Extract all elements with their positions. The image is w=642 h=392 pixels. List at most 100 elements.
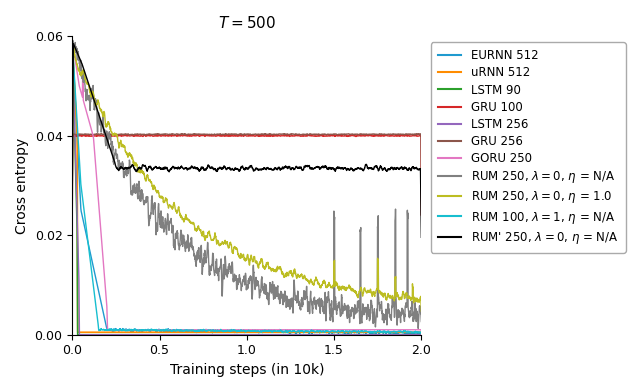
RUM 250, $\lambda = 0$, $\eta$ = 1.0: [229, 250, 237, 255]
Y-axis label: Cross entropy: Cross entropy: [15, 138, 29, 234]
Line: RUM 250, $\lambda = 0$, $\eta$ = N/A: RUM 250, $\lambda = 0$, $\eta$ = N/A: [73, 40, 421, 328]
GRU 256: [69, 212, 76, 217]
GRU 100: [417, 213, 425, 218]
EURNN 512: [69, 158, 76, 163]
LSTM 90: [74, 332, 82, 337]
RUM 100, $\lambda = 1$, $\eta$ = N/A: [408, 330, 415, 334]
RUM 250, $\lambda = 0$, $\eta$ = N/A: [408, 305, 415, 310]
EURNN 512: [229, 330, 237, 334]
RUM 250, $\lambda = 0$, $\eta$ = 1.0: [417, 309, 425, 314]
RUM 250, $\lambda = 0$, $\eta$ = 1.0: [343, 286, 351, 290]
Title: $T = 500$: $T = 500$: [218, 15, 276, 31]
LSTM 256: [229, 332, 237, 337]
uRNN 512: [87, 330, 94, 335]
GORU 250: [408, 327, 415, 332]
GRU 256: [417, 212, 425, 217]
GRU 100: [408, 134, 415, 138]
uRNN 512: [229, 330, 237, 335]
LSTM 90: [417, 332, 425, 337]
RUM' 250, $\lambda = 0$, $\eta$ = N/A: [69, 186, 76, 191]
Line: GRU 100: GRU 100: [73, 135, 421, 215]
GRU 256: [97, 131, 105, 136]
GRU 256: [238, 132, 246, 137]
RUM' 250, $\lambda = 0$, $\eta$ = N/A: [343, 167, 351, 171]
uRNN 512: [408, 330, 415, 335]
LSTM 256: [408, 332, 415, 337]
LSTM 90: [69, 45, 76, 50]
EURNN 512: [343, 330, 351, 335]
RUM 250, $\lambda = 0$, $\eta$ = N/A: [343, 316, 351, 321]
RUM 100, $\lambda = 1$, $\eta$ = N/A: [408, 330, 415, 335]
LSTM 256: [417, 332, 425, 337]
GORU 250: [87, 123, 94, 128]
RUM 100, $\lambda = 1$, $\eta$ = N/A: [229, 328, 237, 332]
LSTM 256: [76, 332, 83, 337]
GRU 100: [229, 133, 237, 138]
LSTM 90: [229, 332, 237, 337]
LSTM 90: [87, 332, 94, 337]
Line: LSTM 256: LSTM 256: [73, 47, 421, 335]
RUM 250, $\lambda = 0$, $\eta$ = N/A: [414, 326, 422, 331]
GRU 100: [86, 134, 94, 138]
LSTM 90: [408, 332, 415, 337]
RUM 100, $\lambda = 1$, $\eta$ = N/A: [69, 45, 76, 49]
Line: RUM 100, $\lambda = 1$, $\eta$ = N/A: RUM 100, $\lambda = 1$, $\eta$ = N/A: [73, 47, 421, 333]
RUM 250, $\lambda = 0$, $\eta$ = N/A: [408, 307, 415, 311]
RUM 100, $\lambda = 1$, $\eta$ = N/A: [69, 158, 76, 163]
Legend: EURNN 512, uRNN 512, LSTM 90, GRU 100, LSTM 256, GRU 256, GORU 250, RUM 250, $\l: EURNN 512, uRNN 512, LSTM 90, GRU 100, L…: [431, 42, 625, 253]
X-axis label: Training steps (in 10k): Training steps (in 10k): [169, 363, 324, 377]
GORU 250: [238, 327, 246, 332]
GORU 250: [69, 186, 76, 191]
EURNN 512: [87, 250, 94, 255]
RUM 250, $\lambda = 0$, $\eta$ = 1.0: [69, 187, 76, 192]
GRU 256: [408, 132, 415, 136]
Line: GORU 250: GORU 250: [73, 43, 421, 331]
RUM' 250, $\lambda = 0$, $\eta$ = N/A: [69, 41, 77, 46]
GRU 100: [343, 134, 351, 138]
RUM 250, $\lambda = 0$, $\eta$ = 1.0: [69, 43, 77, 47]
LSTM 256: [69, 45, 76, 50]
EURNN 512: [408, 330, 415, 335]
GORU 250: [408, 327, 415, 332]
LSTM 256: [69, 139, 76, 143]
RUM' 250, $\lambda = 0$, $\eta$ = N/A: [229, 167, 237, 172]
uRNN 512: [417, 331, 425, 336]
LSTM 256: [408, 332, 415, 337]
EURNN 512: [408, 330, 415, 335]
uRNN 512: [238, 330, 246, 335]
Line: RUM 250, $\lambda = 0$, $\eta$ = 1.0: RUM 250, $\lambda = 0$, $\eta$ = 1.0: [73, 45, 421, 311]
GRU 100: [69, 213, 76, 218]
RUM 250, $\lambda = 0$, $\eta$ = N/A: [229, 273, 237, 278]
EURNN 512: [392, 332, 400, 337]
EURNN 512: [69, 46, 76, 51]
uRNN 512: [69, 42, 76, 47]
RUM' 250, $\lambda = 0$, $\eta$ = N/A: [408, 167, 415, 172]
GRU 100: [408, 134, 415, 138]
Line: uRNN 512: uRNN 512: [73, 45, 421, 333]
GORU 250: [417, 328, 425, 333]
RUM 100, $\lambda = 1$, $\eta$ = N/A: [417, 331, 425, 336]
uRNN 512: [408, 330, 415, 335]
GORU 250: [69, 41, 76, 45]
EURNN 512: [238, 329, 246, 334]
LSTM 90: [408, 332, 415, 337]
RUM 250, $\lambda = 0$, $\eta$ = N/A: [238, 283, 246, 287]
LSTM 256: [239, 332, 247, 337]
RUM 250, $\lambda = 0$, $\eta$ = 1.0: [408, 296, 415, 301]
Line: RUM' 250, $\lambda = 0$, $\eta$ = N/A: RUM' 250, $\lambda = 0$, $\eta$ = N/A: [73, 44, 421, 237]
LSTM 90: [343, 332, 351, 337]
RUM 250, $\lambda = 0$, $\eta$ = 1.0: [408, 296, 415, 300]
GRU 256: [229, 132, 237, 137]
GRU 256: [86, 132, 94, 137]
uRNN 512: [343, 330, 351, 335]
RUM' 250, $\lambda = 0$, $\eta$ = N/A: [238, 164, 246, 169]
GORU 250: [229, 327, 237, 332]
RUM 250, $\lambda = 0$, $\eta$ = 1.0: [238, 254, 246, 258]
Line: GRU 256: GRU 256: [73, 134, 421, 215]
RUM 250, $\lambda = 0$, $\eta$ = N/A: [69, 38, 76, 43]
RUM 100, $\lambda = 1$, $\eta$ = N/A: [238, 329, 246, 334]
RUM' 250, $\lambda = 0$, $\eta$ = N/A: [408, 168, 415, 172]
GRU 100: [366, 133, 374, 138]
EURNN 512: [417, 332, 425, 336]
LSTM 90: [239, 332, 247, 337]
